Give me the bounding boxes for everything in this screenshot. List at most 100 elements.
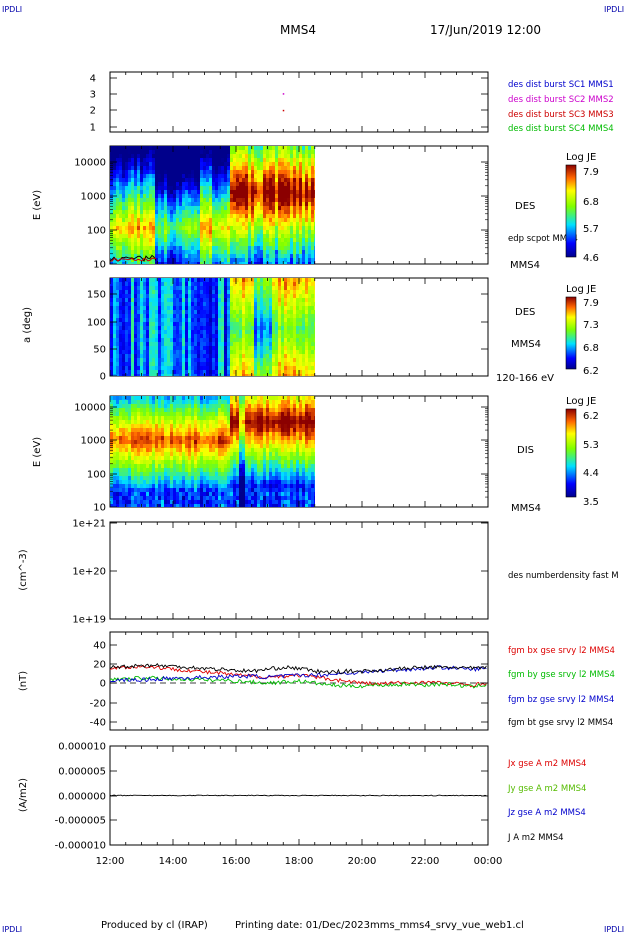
- spectrogram-cell: [173, 150, 177, 155]
- spectrogram-cell: [125, 178, 129, 183]
- spectrogram-cell: [164, 282, 168, 287]
- spectrogram-cell: [242, 258, 246, 263]
- spectrogram-cell: [275, 294, 279, 299]
- spectrogram-cell: [119, 456, 123, 461]
- spectrogram-cell: [188, 416, 192, 421]
- spectrogram-cell: [170, 374, 174, 376]
- spectrogram-cell: [305, 154, 309, 159]
- spectrogram-cell: [125, 206, 129, 211]
- spectrogram-cell: [203, 472, 207, 477]
- spectrogram-cell: [200, 354, 204, 359]
- spectrogram-cell: [131, 306, 135, 311]
- spectrogram-cell: [200, 480, 204, 485]
- spectrogram-cell: [125, 416, 129, 421]
- spectrogram-cell: [149, 480, 153, 485]
- spectrogram-cell: [125, 166, 129, 171]
- spectrogram-cell: [221, 428, 225, 433]
- spectrogram-cell: [254, 314, 258, 319]
- spectrogram-cell: [254, 366, 258, 371]
- spectrogram-cell: [257, 294, 261, 299]
- spectrogram-cell: [173, 246, 177, 251]
- spectrogram-cell: [236, 186, 240, 191]
- spectrogram-cell: [305, 290, 309, 295]
- spectrogram-cell: [158, 396, 162, 401]
- spectrogram-cell: [128, 190, 132, 195]
- spectrogram-cell: [260, 170, 264, 175]
- spectrogram-cell: [185, 182, 189, 187]
- spectrogram-cell: [245, 350, 249, 355]
- spectrogram-cell: [290, 342, 294, 347]
- spectrogram-cell: [194, 342, 198, 347]
- spectrogram-cell: [233, 440, 237, 445]
- spectrogram-cell: [218, 254, 222, 259]
- spectrogram-cell: [167, 202, 171, 207]
- spectrogram-cell: [179, 210, 183, 215]
- spectrogram-cell: [110, 210, 114, 215]
- spectrogram-cell: [212, 202, 216, 207]
- spectrogram-cell: [188, 214, 192, 219]
- spectrogram-cell: [221, 302, 225, 307]
- spectrogram-cell: [128, 408, 132, 413]
- spectrogram-cell: [113, 318, 117, 323]
- spectrogram-cell: [266, 290, 270, 295]
- spectrogram-cell: [254, 318, 258, 323]
- spectrogram-cell: [182, 310, 186, 315]
- spectrogram-cell: [215, 202, 219, 207]
- spectrogram-cell: [290, 370, 294, 375]
- spectrogram-cell: [314, 158, 315, 163]
- spectrogram-cell: [299, 258, 303, 263]
- spectrogram-cell: [134, 306, 138, 311]
- spectrogram-cell: [221, 198, 225, 203]
- spectrogram-cell: [158, 150, 162, 155]
- spectrogram-cell: [245, 190, 249, 195]
- spectrogram-cell: [119, 358, 123, 363]
- spectrogram-cell: [254, 330, 258, 335]
- spectrogram-cell: [263, 150, 267, 155]
- spectrogram-cell: [152, 436, 156, 441]
- spectrogram-cell: [215, 428, 219, 433]
- spectrogram-cell: [266, 166, 270, 171]
- spectrogram-cell: [251, 146, 255, 151]
- spectrogram-cell: [221, 322, 225, 327]
- spectrogram-cell: [140, 412, 144, 417]
- spectrogram-cell: [197, 162, 201, 167]
- spectrogram-cell: [218, 210, 222, 215]
- spectrogram-cell: [290, 286, 294, 291]
- spectrogram-cell: [167, 298, 171, 303]
- spectrogram-cell: [239, 282, 243, 287]
- spectrogram-cell: [314, 186, 315, 191]
- spectrogram-cell: [194, 448, 198, 453]
- spectrogram-cell: [110, 254, 114, 259]
- spectrogram-cell: [158, 178, 162, 183]
- spectrogram-cell: [275, 302, 279, 307]
- spectrogram-cell: [176, 282, 180, 287]
- spectrogram-cell: [296, 206, 300, 211]
- spectrogram-cell: [182, 412, 186, 417]
- spectrogram-cell: [161, 330, 165, 335]
- spectrogram-cell: [284, 302, 288, 307]
- spectrogram-cell: [167, 146, 171, 151]
- spectrogram-cell: [116, 500, 120, 505]
- spectrogram-cell: [191, 306, 195, 311]
- spectrogram-cell: [278, 330, 282, 335]
- spectrogram-cell: [305, 358, 309, 363]
- spectrogram-cell: [266, 158, 270, 163]
- spectrogram-cell: [164, 370, 168, 375]
- spectrogram-cell: [224, 262, 228, 264]
- spectrogram-cell: [125, 306, 129, 311]
- spectrogram-cell: [218, 322, 222, 327]
- spectrogram-cell: [278, 322, 282, 327]
- spectrogram-cell: [233, 362, 237, 367]
- spectrogram-cell: [290, 330, 294, 335]
- spectrogram-cell: [242, 282, 246, 287]
- spectrogram-cell: [314, 354, 315, 359]
- spectrogram-cell: [203, 318, 207, 323]
- spectrogram-cell: [155, 158, 159, 163]
- spectrogram-cell: [128, 154, 132, 159]
- spectrogram-cell: [152, 496, 156, 501]
- spectrogram-cell: [146, 404, 150, 409]
- spectrogram-cell: [176, 226, 180, 231]
- spectrogram-cell: [197, 322, 201, 327]
- spectrogram-cell: [161, 170, 165, 175]
- spectrogram-cell: [146, 492, 150, 497]
